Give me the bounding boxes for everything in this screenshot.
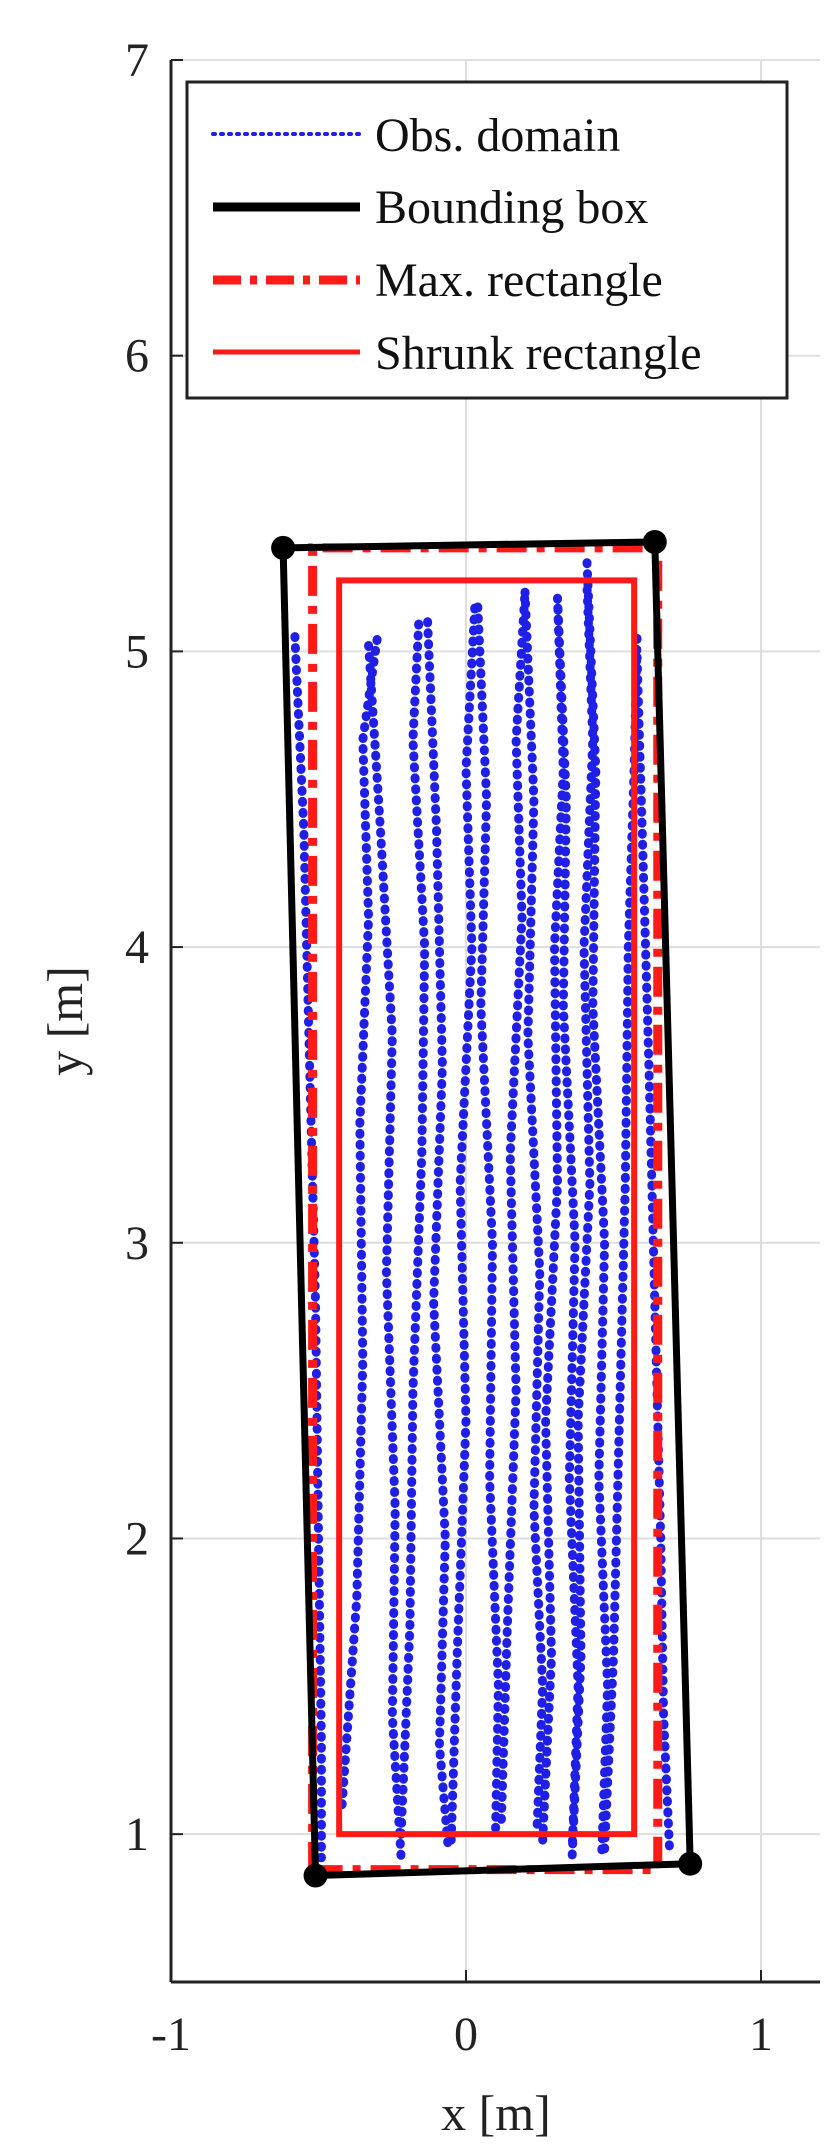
obs-domain-track <box>396 617 430 1839</box>
bounding-box-vertex-marker <box>271 535 296 560</box>
x-tick-label: 0 <box>454 2008 478 2061</box>
y-tick-label: 7 <box>125 34 149 87</box>
obs-domain-track <box>538 593 568 1845</box>
obs-domain-track <box>496 587 530 1824</box>
obs-domain-track <box>423 617 453 1854</box>
y-tick-label: 4 <box>125 921 149 974</box>
ticks: -1 0 1 1 2 3 4 5 6 7 <box>125 34 773 2061</box>
y-axis-label: y [m] <box>37 966 93 1076</box>
x-axis-label: x [m] <box>441 2085 551 2141</box>
y-tick-label: 3 <box>125 1217 149 1270</box>
obs-domain-track <box>446 602 480 1845</box>
obs-domain-track <box>290 632 326 1863</box>
legend-label-obs-domain: Obs. domain <box>375 109 620 162</box>
x-tick-label: 1 <box>749 2008 773 2061</box>
shrunk-rectangle <box>336 577 638 1838</box>
obs-domain-track <box>364 641 406 1863</box>
y-tick-label: 5 <box>125 625 149 678</box>
legend-label-max-rectangle: Max. rectangle <box>375 254 663 307</box>
obs-domain-track <box>473 602 503 1839</box>
legend-label-bounding-box: Bounding box <box>375 181 648 234</box>
bounding-box-vertex-marker <box>642 529 667 554</box>
bounding-box-vertex-marker <box>303 1863 328 1888</box>
obs-domain-track <box>582 558 613 1860</box>
data-layer <box>271 529 703 1888</box>
obs-domain-track <box>520 587 548 1839</box>
legend-label-shrunk-rectangle: Shrunk rectangle <box>375 327 702 380</box>
legend: Obs. domain Bounding box Max. rectangle … <box>185 80 789 400</box>
bounding-box-vertex-marker <box>678 1851 703 1876</box>
obs-domain-track <box>337 632 382 1810</box>
x-tick-label: -1 <box>151 2008 191 2061</box>
y-tick-label: 6 <box>125 330 149 383</box>
axes <box>169 60 820 1984</box>
y-tick-label: 2 <box>125 1512 149 1565</box>
y-tick-label: 1 <box>125 1808 149 1861</box>
